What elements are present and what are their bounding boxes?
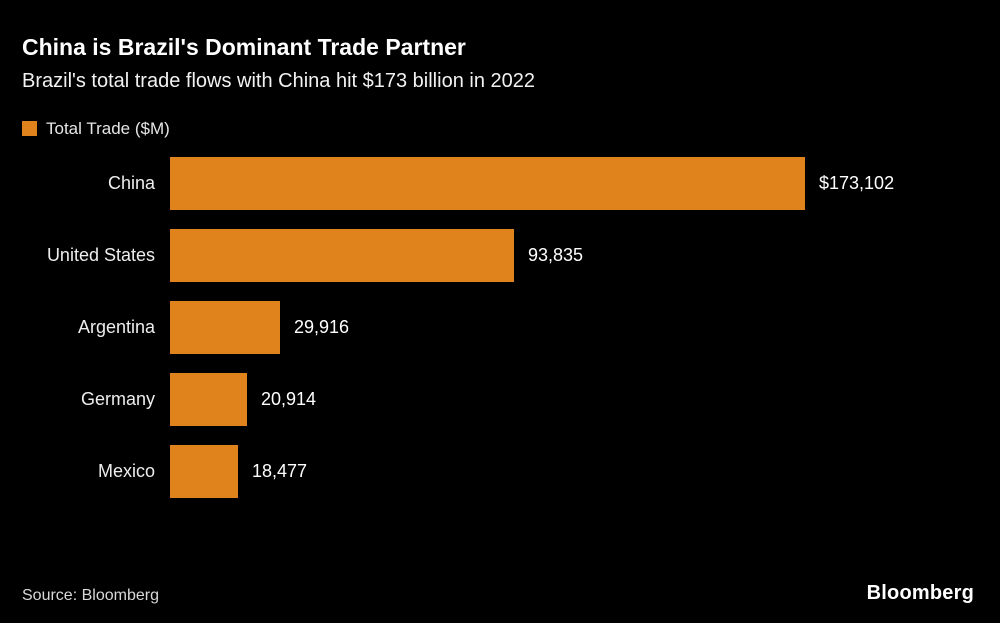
- bar-row: Germany 20,914: [22, 372, 976, 426]
- bar-row: China $173,102: [22, 156, 976, 210]
- category-label: China: [107, 172, 155, 193]
- category-label: Germany: [80, 388, 155, 409]
- value-label: $173,102: [819, 172, 895, 193]
- chart-title: China is Brazil's Dominant Trade Partner: [22, 34, 466, 60]
- value-label: 93,835: [528, 244, 584, 265]
- value-label: 29,916: [294, 316, 350, 337]
- bar: [170, 444, 238, 498]
- category-label: United States: [46, 244, 155, 265]
- bloomberg-logo: Bloomberg: [866, 582, 974, 604]
- bar-row: United States 93,835: [22, 228, 976, 282]
- chart-subtitle: Brazil's total trade flows with China hi…: [22, 69, 535, 92]
- footer: Source: Bloomberg Bloomberg: [22, 582, 974, 605]
- bar: [170, 228, 514, 282]
- category-label: Argentina: [77, 316, 155, 337]
- value-label: 18,477: [252, 460, 308, 481]
- source-credit: Source: Bloomberg: [22, 587, 159, 604]
- legend: Total Trade ($M): [22, 119, 976, 139]
- value-label: 20,914: [261, 388, 317, 409]
- legend-swatch-icon: [22, 121, 37, 137]
- bar: [170, 300, 280, 354]
- bar: [170, 156, 805, 210]
- bar: [170, 372, 247, 426]
- legend-label: Total Trade ($M): [46, 118, 170, 138]
- bar-rows: China $173,102 United States 93,835 Argentin…: [22, 156, 976, 498]
- category-label: Mexico: [97, 460, 155, 481]
- bar-row: Mexico 18,477: [22, 444, 976, 498]
- bar-chart: China $173,102 United States 93,835 Argentin…: [22, 156, 976, 498]
- bar-row: Argentina 29,916: [22, 300, 976, 354]
